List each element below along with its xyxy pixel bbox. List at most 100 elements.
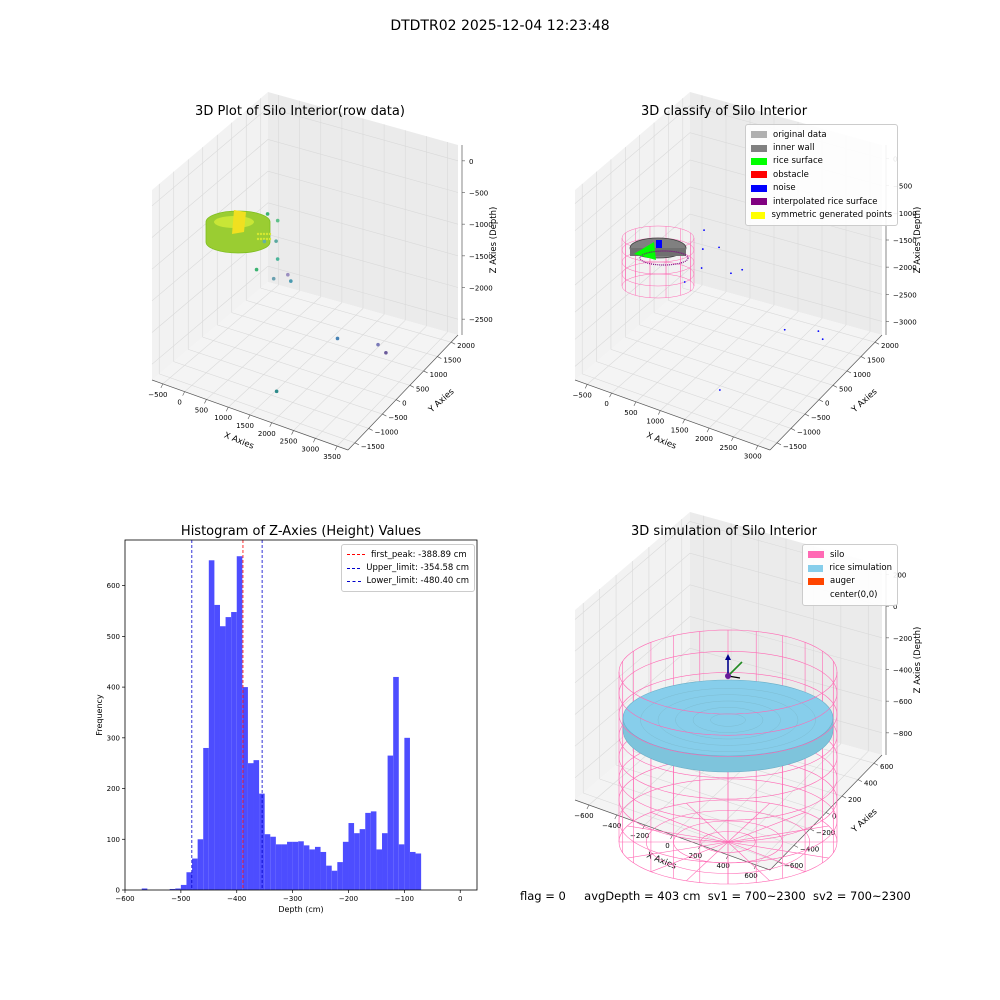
panel-raw-3d: −5000500100015002000250030003500−1500−10… xyxy=(148,92,499,461)
grid-y xyxy=(610,349,806,415)
x-tick-label: 0 xyxy=(458,895,462,903)
x-tick xyxy=(291,430,294,435)
x-tick-label: 3000 xyxy=(301,445,319,453)
silo-wire-ring-front xyxy=(618,693,838,736)
histogram-bar xyxy=(287,841,293,890)
panel-histogram: −600 −500 −400 −300 −200 −100 0 0 100 200 300 400 50… xyxy=(95,539,478,914)
legend-swatch-rice-surface xyxy=(751,157,767,165)
y-tick-label: 600 xyxy=(880,763,893,771)
z-tick-label: −600 xyxy=(893,698,912,706)
silo-bottom-ring xyxy=(645,810,811,874)
x-tick-label: 2500 xyxy=(720,444,738,452)
histogram-bar xyxy=(348,823,355,890)
silo-wire-ring-front xyxy=(618,820,838,864)
y-tick-label: 0 xyxy=(116,887,120,895)
histogram-bar xyxy=(275,844,282,890)
silo-wire-ring-front xyxy=(618,735,838,779)
y-tick-label: −500 xyxy=(388,414,407,422)
panel-classify-3d: −500050010001500200025003000−1500−1000−5… xyxy=(573,92,923,461)
rice-surface xyxy=(634,242,656,260)
grid-y xyxy=(625,336,820,400)
legend-swatch-silo xyxy=(808,551,824,559)
x-axis-label: Depth (cm) xyxy=(278,905,323,914)
z-tick-label: −1500 xyxy=(469,253,493,261)
x-tick xyxy=(247,414,251,420)
raw-data-point xyxy=(275,257,280,261)
y-tick-label: 1000 xyxy=(430,371,448,379)
histogram-bar xyxy=(186,872,193,890)
z-tick-label: −2000 xyxy=(469,285,493,293)
legend-swatch-center xyxy=(808,591,824,598)
histogram-bar xyxy=(337,862,343,890)
noise-point xyxy=(703,229,705,232)
histogram-bar xyxy=(180,884,187,890)
x-tick-label: 500 xyxy=(624,409,637,417)
legend-line-upper-limit xyxy=(347,567,361,569)
y-tick-label: 500 xyxy=(416,385,429,393)
x-tick-label: 1000 xyxy=(214,414,232,422)
histogram-bar xyxy=(219,626,226,890)
grid-x xyxy=(336,331,448,447)
raw-data-point xyxy=(262,239,267,244)
z-tick-label: −2500 xyxy=(469,316,493,324)
grid-x xyxy=(733,324,847,438)
noise-point xyxy=(783,328,786,331)
center-axis-z-arrow xyxy=(725,654,731,660)
grid-y xyxy=(202,336,397,400)
y-tick-label: −500 xyxy=(811,414,830,422)
histogram-bar xyxy=(393,676,399,890)
x-tick-label: 0 xyxy=(604,400,608,408)
y-tick-label: 1000 xyxy=(853,371,871,379)
x-tick xyxy=(658,410,661,415)
grid-x xyxy=(708,318,823,429)
grid-z xyxy=(151,139,459,238)
x-tick-label: −100 xyxy=(395,895,414,903)
histogram-bar xyxy=(175,888,181,890)
grid-y xyxy=(159,373,355,444)
histogram-bar xyxy=(197,839,204,890)
legend-swatch-auger xyxy=(808,577,824,585)
histogram-bar xyxy=(236,556,243,890)
histogram-bar xyxy=(365,812,371,890)
grid-z xyxy=(574,647,883,747)
y-tick-label: 2000 xyxy=(881,342,899,350)
grid-x xyxy=(635,298,751,403)
legend-label-noise: noise xyxy=(773,183,796,194)
legend-upper-limit: Upper_limit: -354.58 cm xyxy=(347,561,469,574)
y-tick-label: −1500 xyxy=(783,443,807,451)
legend-label-upper-limit: Upper_limit: -354.58 cm xyxy=(366,563,469,574)
noise-cluster xyxy=(656,240,662,248)
y-tick-label: 0 xyxy=(832,813,836,821)
rice-surface-contour xyxy=(657,694,799,746)
inner-wall-side xyxy=(630,248,686,256)
y-tick-label: 500 xyxy=(839,385,852,393)
y-tick-label: 300 xyxy=(107,734,120,742)
grid-y xyxy=(260,287,452,343)
figure-suptitle: DTDTR02 2025-12-04 12:23:48 xyxy=(390,18,610,34)
grid-z xyxy=(151,107,459,207)
histogram-bar xyxy=(264,834,271,890)
grid-z xyxy=(574,213,883,313)
histogram-bar xyxy=(409,851,416,890)
z-tick-label: −200 xyxy=(893,635,912,643)
y-tick-label: 400 xyxy=(107,684,120,692)
grid-x xyxy=(162,284,279,385)
y-tick xyxy=(846,370,852,374)
legend-line-lower-limit xyxy=(347,580,361,582)
z-axis-label: Z Axies (Depth) xyxy=(489,207,499,274)
x-tick-label: −300 xyxy=(283,895,302,903)
x-tick xyxy=(334,445,338,451)
histogram-bar xyxy=(331,870,338,890)
legend-label-inner-wall: inner wall xyxy=(773,143,815,154)
floor-pane xyxy=(152,282,458,450)
y-tick-label: 2000 xyxy=(457,342,475,350)
silo-wire-ring-front xyxy=(618,799,838,842)
z-tick-label: −500 xyxy=(469,190,488,198)
status-line: flag = 0 avgDepth = 403 cm sv1 = 700~230… xyxy=(520,889,911,903)
y-tick-label: 600 xyxy=(107,582,120,590)
noise-point xyxy=(821,338,824,341)
rice-surface-contour xyxy=(640,688,816,752)
legend-label-interpolated: interpolated rice surface xyxy=(773,196,878,207)
grid-x xyxy=(293,320,406,431)
x-tick-label: 1500 xyxy=(671,426,689,434)
